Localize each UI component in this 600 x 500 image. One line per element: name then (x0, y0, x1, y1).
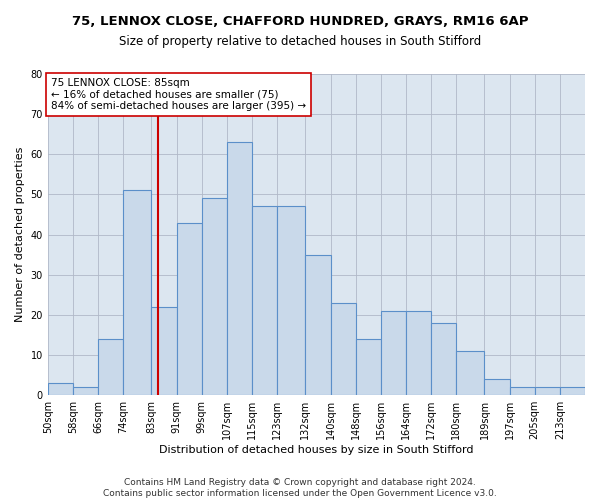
Bar (277, 206, 305, 395)
Bar (305, 254, 331, 395)
Bar (176, 222, 202, 395)
Bar (331, 303, 356, 395)
Text: 75, LENNOX CLOSE, CHAFFORD HUNDRED, GRAYS, RM16 6AP: 75, LENNOX CLOSE, CHAFFORD HUNDRED, GRAY… (72, 15, 528, 28)
Bar (381, 311, 406, 395)
Bar (456, 351, 484, 395)
Bar (484, 379, 509, 395)
Bar (227, 142, 252, 395)
Bar (560, 387, 585, 395)
X-axis label: Distribution of detached houses by size in South Stifford: Distribution of detached houses by size … (159, 445, 473, 455)
Text: Size of property relative to detached houses in South Stifford: Size of property relative to detached ho… (119, 35, 481, 48)
Bar (48, 383, 73, 395)
Text: 75 LENNOX CLOSE: 85sqm
← 16% of detached houses are smaller (75)
84% of semi-det: 75 LENNOX CLOSE: 85sqm ← 16% of detached… (51, 78, 306, 111)
Bar (356, 339, 381, 395)
Bar (431, 323, 456, 395)
Bar (406, 311, 431, 395)
Bar (73, 387, 98, 395)
Bar (151, 307, 176, 395)
Bar (123, 190, 151, 395)
Bar (509, 387, 535, 395)
Text: Contains HM Land Registry data © Crown copyright and database right 2024.
Contai: Contains HM Land Registry data © Crown c… (103, 478, 497, 498)
Bar (98, 339, 123, 395)
Bar (202, 198, 227, 395)
Y-axis label: Number of detached properties: Number of detached properties (15, 147, 25, 322)
Bar (252, 206, 277, 395)
Bar (535, 387, 560, 395)
